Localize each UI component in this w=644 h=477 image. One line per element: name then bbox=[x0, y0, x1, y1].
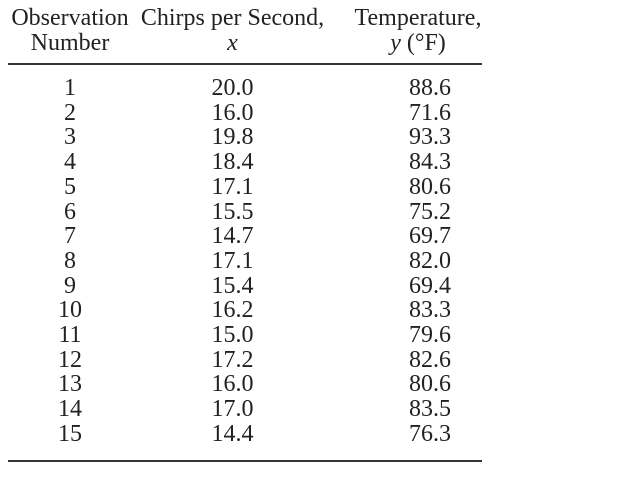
cell-chirps-per-second: 17.2 bbox=[211, 346, 254, 373]
table-row: 3 19.8 93.3 bbox=[0, 125, 535, 150]
variable-y: y bbox=[390, 30, 401, 56]
cell-observation-number: 14 bbox=[58, 396, 82, 423]
cell-chirps-per-second: 15.0 bbox=[211, 322, 254, 349]
cell-chirps-per-second: 15.5 bbox=[211, 198, 254, 225]
cell-observation-number: 3 bbox=[64, 124, 76, 151]
cell-temperature: 84.3 bbox=[409, 149, 451, 176]
cell-observation-number: 13 bbox=[58, 371, 82, 398]
cell-chirps-per-second: 18.4 bbox=[211, 149, 254, 176]
header-line-chirps: Chirps per Second, bbox=[140, 5, 325, 31]
cell-temperature: 76.3 bbox=[409, 420, 451, 447]
cell-observation-number: 8 bbox=[64, 247, 76, 274]
cell-observation-number: 7 bbox=[64, 223, 76, 250]
header-line-number: Number bbox=[30, 30, 110, 56]
table-body: 1 20.0 88.6 2 16.0 71.6 3 19.8 93.3 4 18… bbox=[0, 76, 535, 447]
table-row: 9 15.4 69.4 bbox=[0, 272, 535, 299]
cell-chirps-per-second: 14.7 bbox=[211, 223, 254, 250]
cell-observation-number: 4 bbox=[64, 149, 76, 176]
table-row: 15 14.4 76.3 bbox=[0, 422, 535, 447]
header-line-observation: Observation bbox=[11, 5, 129, 31]
cell-observation-number: 1 bbox=[64, 75, 76, 101]
column-header-observation-number: Observation Number bbox=[0, 6, 140, 56]
cell-chirps-per-second: 20.0 bbox=[211, 75, 254, 101]
header-line-temperature: Temperature, bbox=[354, 5, 482, 31]
table-bottom-rule bbox=[8, 460, 482, 462]
table-row: 12 17.2 82.6 bbox=[0, 348, 535, 373]
cell-temperature: 69.4 bbox=[409, 272, 451, 299]
cell-observation-number: 15 bbox=[58, 420, 82, 447]
cell-temperature: 93.3 bbox=[409, 124, 451, 151]
table-row: 11 15.0 79.6 bbox=[0, 323, 535, 348]
cell-observation-number: 6 bbox=[64, 198, 76, 225]
cell-observation-number: 10 bbox=[58, 297, 82, 324]
table-row: 7 14.7 69.7 bbox=[0, 224, 535, 249]
table-row: 14 17.0 83.5 bbox=[0, 397, 535, 422]
table-row: 13 16.0 80.6 bbox=[0, 372, 535, 397]
header-line-y-unit: y (°F) bbox=[313, 31, 523, 56]
cell-chirps-per-second: 17.1 bbox=[211, 247, 254, 274]
cell-observation-number: 2 bbox=[64, 99, 76, 126]
cell-observation-number: 9 bbox=[64, 272, 76, 299]
cell-observation-number: 11 bbox=[58, 322, 82, 349]
cell-chirps-per-second: 14.4 bbox=[211, 420, 254, 447]
table-row: 5 17.1 80.6 bbox=[0, 175, 535, 200]
cell-chirps-per-second: 19.8 bbox=[211, 124, 254, 151]
cell-temperature: 75.2 bbox=[409, 198, 451, 225]
cell-temperature: 88.6 bbox=[409, 75, 451, 101]
cell-temperature: 80.6 bbox=[409, 173, 451, 200]
cell-chirps-per-second: 16.2 bbox=[211, 297, 254, 324]
table-row: 4 18.4 84.3 bbox=[0, 150, 535, 175]
variable-x: x bbox=[227, 30, 238, 56]
header-divider-rule bbox=[8, 63, 482, 65]
cell-temperature: 71.6 bbox=[409, 99, 451, 126]
table-row: 10 16.2 83.3 bbox=[0, 298, 535, 323]
cell-chirps-per-second: 16.0 bbox=[211, 371, 254, 398]
cell-temperature: 82.6 bbox=[409, 346, 451, 373]
unit-fahrenheit: (°F) bbox=[406, 30, 446, 56]
cell-chirps-per-second: 17.1 bbox=[211, 173, 254, 200]
cell-chirps-per-second: 17.0 bbox=[211, 396, 254, 423]
table-row: 1 20.0 88.6 bbox=[0, 76, 535, 101]
cell-chirps-per-second: 16.0 bbox=[211, 99, 254, 126]
table-row: 6 15.5 75.2 bbox=[0, 198, 535, 225]
column-header-chirps-per-second: Chirps per Second, x bbox=[140, 6, 325, 56]
header-line-x: x bbox=[140, 31, 325, 56]
cell-temperature: 82.0 bbox=[409, 247, 451, 274]
cell-observation-number: 12 bbox=[58, 346, 82, 373]
table-header: Observation Number Chirps per Second, x … bbox=[0, 6, 535, 56]
column-header-temperature: Temperature, y (°F) bbox=[313, 6, 523, 56]
cell-temperature: 69.7 bbox=[409, 223, 451, 250]
cell-observation-number: 5 bbox=[64, 173, 76, 200]
cell-chirps-per-second: 15.4 bbox=[211, 272, 254, 299]
cell-temperature: 80.6 bbox=[409, 371, 451, 398]
table-row: 2 16.0 71.6 bbox=[0, 99, 535, 126]
cell-temperature: 83.3 bbox=[409, 297, 451, 324]
cell-temperature: 79.6 bbox=[409, 322, 451, 349]
table-row: 8 17.1 82.0 bbox=[0, 249, 535, 274]
cell-temperature: 83.5 bbox=[409, 396, 451, 423]
